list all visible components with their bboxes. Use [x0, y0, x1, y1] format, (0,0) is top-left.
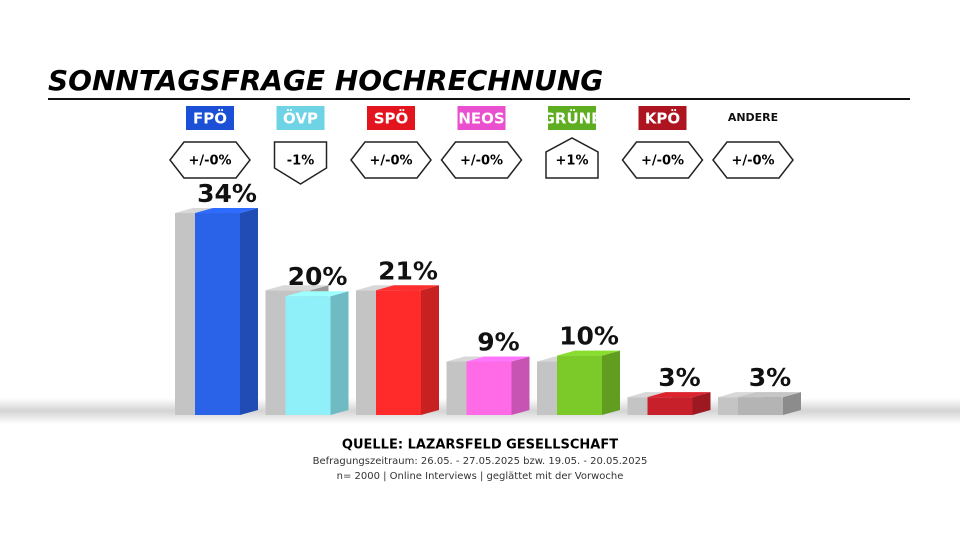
value-label: 20% — [288, 262, 348, 291]
bar-top — [557, 350, 620, 356]
bar-side — [783, 392, 801, 415]
bar-side — [330, 291, 349, 415]
bar-side — [602, 350, 620, 415]
bar — [557, 355, 602, 415]
bar — [195, 213, 240, 415]
bar-top — [285, 291, 349, 297]
value-label: 21% — [378, 256, 438, 285]
bar — [466, 361, 512, 415]
bar — [738, 397, 783, 415]
bar-top — [195, 208, 258, 214]
category-label: NEOS — [458, 110, 504, 128]
category-label: SPÖ — [374, 109, 409, 128]
bar-top — [738, 392, 801, 398]
category-label: FPÖ — [193, 109, 227, 128]
bar — [376, 290, 421, 415]
party-badge — [638, 106, 687, 130]
bar — [647, 397, 693, 415]
party-badge — [276, 106, 325, 130]
bar-top — [376, 285, 439, 291]
value-label: 9% — [477, 328, 519, 357]
category-label: KPÖ — [645, 109, 680, 128]
bar-side — [511, 356, 530, 415]
change-badge — [440, 141, 523, 179]
value-label: 10% — [559, 322, 619, 351]
category-label: ANDERE — [728, 111, 778, 124]
change-badge — [273, 141, 328, 185]
category-label: GRÜNE — [543, 109, 602, 128]
bar-top — [466, 356, 530, 362]
change-label: +/-0% — [369, 154, 412, 169]
note: Befragungszeitraum: 26.05. - 27.05.2025 … — [313, 456, 648, 467]
bar-side — [421, 285, 439, 415]
change-label: +/-0% — [641, 154, 684, 169]
bar-side — [240, 208, 258, 415]
bar-side — [692, 392, 711, 415]
party-badge — [457, 106, 506, 130]
change-badge — [621, 141, 704, 179]
change-label: -1% — [287, 154, 314, 169]
party-badge — [186, 106, 234, 130]
change-label: +/-0% — [460, 154, 503, 169]
change-label: +1% — [556, 154, 589, 169]
note: n= 2000 | Online Interviews | geglättet … — [337, 471, 624, 482]
chart-title: SONNTAGSFRAGE HOCHRECHNUNG — [48, 64, 603, 97]
value-label: 34% — [197, 179, 257, 208]
category-label: ÖVP — [283, 109, 318, 128]
value-label: 3% — [749, 363, 791, 392]
change-badge — [712, 141, 794, 179]
source: QUELLE: LAZARSFELD GESELLSCHAFT — [342, 438, 618, 453]
bar-top — [647, 392, 711, 398]
previous-bar-top — [265, 285, 329, 291]
change-badge — [545, 137, 599, 179]
value-label: 3% — [658, 363, 700, 392]
change-badge — [169, 141, 251, 179]
change-badge — [350, 141, 432, 179]
change-label: +/-0% — [188, 154, 231, 169]
bar — [285, 296, 331, 415]
change-label: +/-0% — [731, 154, 774, 169]
party-badge — [367, 106, 415, 130]
party-badge — [548, 106, 596, 130]
